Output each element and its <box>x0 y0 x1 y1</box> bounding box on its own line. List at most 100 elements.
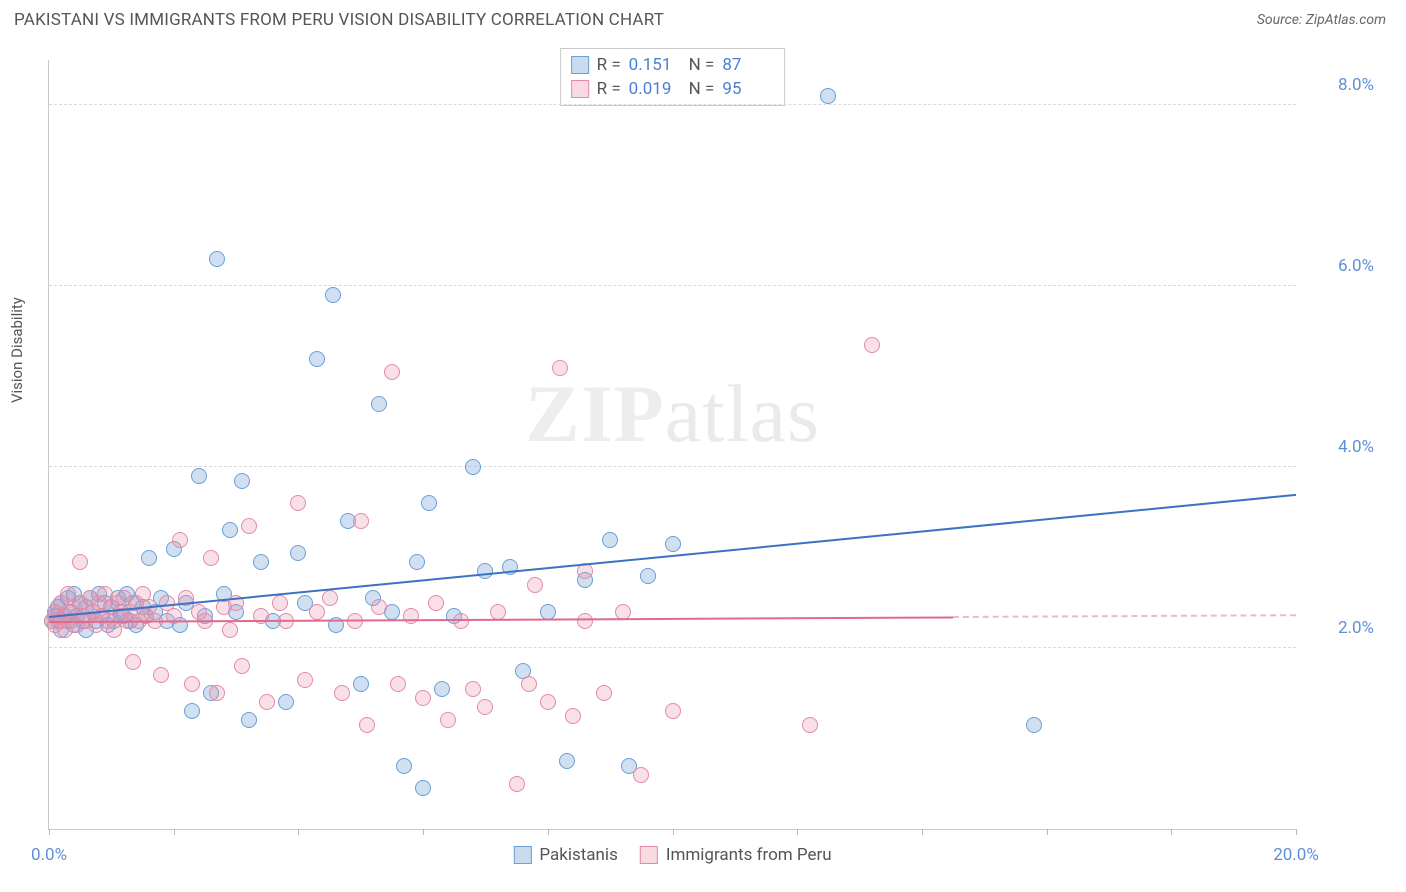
data-point <box>577 613 593 629</box>
data-point <box>527 577 543 593</box>
data-point <box>222 622 238 638</box>
x-tick-mark <box>1047 829 1048 835</box>
data-point <box>465 681 481 697</box>
data-point <box>415 780 431 796</box>
data-point <box>1026 717 1042 733</box>
plot-area: ZIPatlas R = 0.151 N = 87 R = 0.019 N = … <box>48 60 1296 830</box>
data-point <box>477 563 493 579</box>
n-value-blue: 87 <box>722 53 774 77</box>
data-point <box>428 595 444 611</box>
x-tick-mark <box>922 829 923 835</box>
data-point <box>559 753 575 769</box>
data-point <box>415 690 431 706</box>
stats-row-pink: R = 0.019 N = 95 <box>571 77 775 101</box>
n-label: N = <box>689 53 715 77</box>
x-tick-mark <box>673 829 674 835</box>
data-point <box>864 337 880 353</box>
data-point <box>434 681 450 697</box>
r-value-pink: 0.019 <box>629 77 681 101</box>
swatch-pink-icon <box>571 80 589 98</box>
data-point <box>403 608 419 624</box>
data-point <box>540 604 556 620</box>
data-point <box>371 396 387 412</box>
legend-item-blue: Pakistanis <box>513 845 618 865</box>
data-point <box>141 550 157 566</box>
swatch-pink-icon <box>640 846 658 864</box>
data-point <box>241 518 257 534</box>
gridline <box>49 466 1296 467</box>
data-point <box>565 708 581 724</box>
trend-line <box>953 615 1296 619</box>
data-point <box>334 685 350 701</box>
source-label: Source: ZipAtlas.com <box>1257 12 1386 28</box>
data-point <box>665 536 681 552</box>
data-point <box>596 685 612 701</box>
x-tick-mark <box>797 829 798 835</box>
r-value-blue: 0.151 <box>629 53 681 77</box>
data-point <box>272 595 288 611</box>
stats-row-blue: R = 0.151 N = 87 <box>571 53 775 77</box>
gridline <box>49 647 1296 648</box>
data-point <box>802 717 818 733</box>
x-tick-mark <box>49 829 50 835</box>
data-point <box>633 767 649 783</box>
x-tick-mark <box>1296 829 1297 835</box>
x-tick-mark <box>423 829 424 835</box>
chart-container: Vision Disability ZIPatlas R = 0.151 N =… <box>14 40 1386 872</box>
data-point <box>465 459 481 475</box>
data-point <box>359 717 375 733</box>
n-label: N = <box>689 77 715 101</box>
data-point <box>322 590 338 606</box>
legend-label-pink: Immigrants from Peru <box>666 845 832 865</box>
x-tick-label: 20.0% <box>1273 845 1319 865</box>
bottom-legend: Pakistanis Immigrants from Peru <box>513 845 831 865</box>
x-tick-mark <box>174 829 175 835</box>
data-point <box>259 694 275 710</box>
data-point <box>371 599 387 615</box>
data-point <box>241 712 257 728</box>
data-point <box>521 676 537 692</box>
data-point <box>72 554 88 570</box>
data-point <box>209 685 225 701</box>
data-point <box>353 513 369 529</box>
data-point <box>222 522 238 538</box>
y-tick-label: 4.0% <box>1306 437 1374 457</box>
data-point <box>602 532 618 548</box>
legend-item-pink: Immigrants from Peru <box>640 845 832 865</box>
data-point <box>309 604 325 620</box>
data-point <box>234 473 250 489</box>
data-point <box>353 676 369 692</box>
x-tick-mark <box>548 829 549 835</box>
r-label: R = <box>597 53 621 77</box>
stats-legend: R = 0.151 N = 87 R = 0.019 N = 95 <box>560 48 786 106</box>
r-label: R = <box>597 77 621 101</box>
data-point <box>421 495 437 511</box>
x-tick-label: 0.0% <box>31 845 67 865</box>
data-point <box>297 672 313 688</box>
legend-label-blue: Pakistanis <box>539 845 618 865</box>
data-point <box>203 550 219 566</box>
data-point <box>172 532 188 548</box>
gridline <box>49 104 1296 105</box>
data-point <box>253 608 269 624</box>
y-tick-label: 2.0% <box>1306 618 1374 638</box>
data-point <box>290 545 306 561</box>
data-point <box>384 364 400 380</box>
y-axis-label: Vision Disability <box>8 297 26 403</box>
data-point <box>409 554 425 570</box>
data-point <box>253 554 269 570</box>
data-point <box>290 495 306 511</box>
y-tick-label: 8.0% <box>1306 75 1374 95</box>
data-point <box>640 568 656 584</box>
data-point <box>477 699 493 715</box>
data-point <box>209 251 225 267</box>
data-point <box>234 658 250 674</box>
data-point <box>309 351 325 367</box>
data-point <box>153 667 169 683</box>
chart-title: PAKISTANI VS IMMIGRANTS FROM PERU VISION… <box>14 10 664 30</box>
gridline <box>49 285 1296 286</box>
data-point <box>820 88 836 104</box>
data-point <box>396 758 412 774</box>
swatch-blue-icon <box>513 846 531 864</box>
data-point <box>509 776 525 792</box>
